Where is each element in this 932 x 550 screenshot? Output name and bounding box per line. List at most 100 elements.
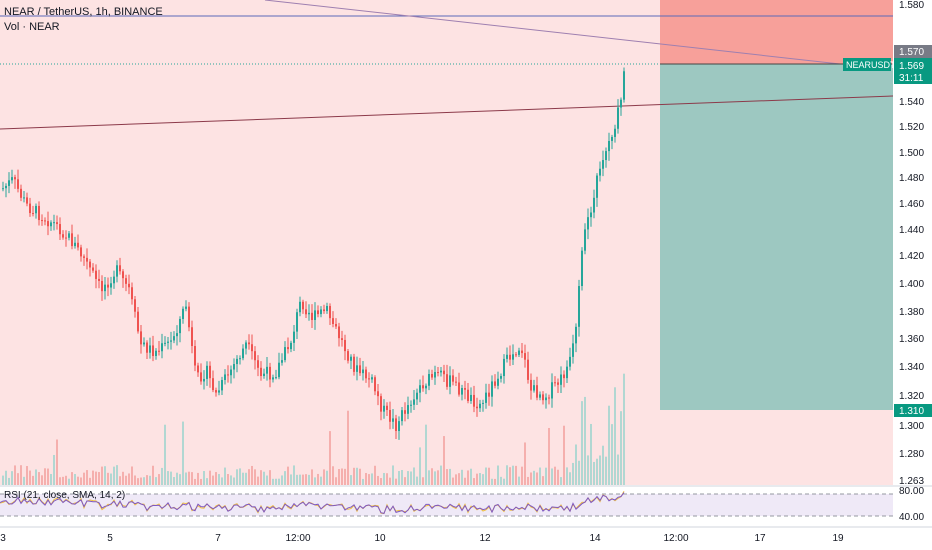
volume-bar xyxy=(287,466,289,485)
volume-bar xyxy=(74,474,76,485)
volume-bar xyxy=(428,470,430,485)
candle-body xyxy=(404,410,406,414)
candle-body xyxy=(266,366,268,374)
volume-bar xyxy=(167,471,169,485)
volume-bar xyxy=(137,478,139,485)
volume-bar xyxy=(113,466,115,485)
candle-body xyxy=(509,354,511,360)
volume-bar xyxy=(143,477,145,485)
volume-bar xyxy=(257,476,259,485)
volume-bar xyxy=(557,469,559,485)
volume-bar xyxy=(602,445,604,485)
candle-body xyxy=(587,217,589,230)
candle-body xyxy=(233,364,235,370)
volume-bar xyxy=(461,469,463,485)
candle-body xyxy=(353,356,355,372)
stop-loss-zone[interactable] xyxy=(660,0,893,64)
last-price-badge xyxy=(894,58,932,84)
time-label: 12:00 xyxy=(285,533,310,544)
candle-body xyxy=(311,312,313,321)
volume-label[interactable]: Vol · NEAR xyxy=(4,21,60,33)
volume-bar xyxy=(170,471,172,485)
volume-bar xyxy=(185,472,187,485)
candle-body xyxy=(458,382,460,395)
volume-bar xyxy=(545,467,547,485)
volume-bar xyxy=(101,466,103,485)
candle-body xyxy=(332,318,334,325)
volume-bar xyxy=(374,465,376,485)
volume-bar xyxy=(11,471,13,485)
candle-body xyxy=(314,310,316,321)
candle-body xyxy=(557,382,559,385)
volume-bar xyxy=(536,472,538,485)
candle-body xyxy=(611,136,613,141)
candle-body xyxy=(302,301,304,310)
candle-body xyxy=(536,385,538,398)
volume-bar xyxy=(566,467,568,485)
volume-bar xyxy=(449,468,451,485)
rsi-label[interactable]: RSI (21, close, SMA, 14, 2) xyxy=(4,490,126,501)
volume-bar xyxy=(317,473,319,485)
candle-body xyxy=(134,299,136,312)
volume-bar xyxy=(551,468,553,485)
candle-body xyxy=(497,378,499,386)
price-tick-label: 1.263 xyxy=(899,476,924,487)
candle-body xyxy=(167,341,169,343)
candle-body xyxy=(539,394,541,398)
volume-bar xyxy=(44,468,46,485)
candle-body xyxy=(56,222,58,225)
candle-body xyxy=(356,365,358,372)
price-tick-label: 1.420 xyxy=(899,251,924,262)
volume-bar xyxy=(584,396,586,485)
candle-body xyxy=(158,350,160,352)
volume-bar xyxy=(383,472,385,485)
volume-bar xyxy=(125,475,127,485)
volume-bar xyxy=(422,477,424,485)
time-axis[interactable]: 3 5 7 12:00 10 12 14 12:00 17 19 xyxy=(0,533,844,544)
trend-line-lower[interactable] xyxy=(0,95,894,130)
volume-bar xyxy=(47,468,49,485)
volume-bar xyxy=(455,474,457,485)
volume-bar xyxy=(353,467,355,485)
trend-line-upper[interactable] xyxy=(264,0,841,65)
candle-body xyxy=(230,369,232,376)
candle-body xyxy=(599,168,601,176)
volume-bar xyxy=(263,471,265,485)
candle-body xyxy=(275,377,277,379)
candle-body xyxy=(257,360,259,368)
volume-bar xyxy=(434,471,436,485)
volume-bar xyxy=(29,470,31,485)
candle-body xyxy=(572,343,574,357)
candle-body xyxy=(131,287,133,300)
candle-body xyxy=(65,237,67,239)
price-tick-label: 1.280 xyxy=(899,449,924,460)
volume-bar xyxy=(131,466,133,485)
volume-bar xyxy=(104,466,106,485)
candle-body xyxy=(413,399,415,405)
volume-bar xyxy=(446,469,448,485)
volume-bar xyxy=(392,465,394,485)
price-tick-label: 1.500 xyxy=(899,148,924,159)
symbol-title[interactable]: NEAR / TetherUS, 1h, BINANCE xyxy=(4,6,163,18)
candle-body xyxy=(32,213,34,215)
volume-bar xyxy=(323,469,325,485)
volume-bar xyxy=(338,469,340,485)
volume-bar xyxy=(107,472,109,485)
candle-body xyxy=(506,354,508,359)
volume-bar xyxy=(371,473,373,485)
candle-body xyxy=(578,286,580,327)
volume-bar xyxy=(290,474,292,485)
volume-bar xyxy=(278,478,280,485)
take-profit-zone[interactable] xyxy=(660,64,893,410)
volume-bar xyxy=(116,465,118,485)
volume-bar xyxy=(2,475,4,485)
volume-bar xyxy=(254,469,256,485)
candle-body xyxy=(41,220,43,222)
candle-body xyxy=(533,385,535,391)
candle-body xyxy=(563,374,565,379)
candle-body xyxy=(488,392,490,397)
candle-body xyxy=(215,390,217,393)
volume-bar xyxy=(326,470,328,485)
candle-body xyxy=(269,366,271,380)
